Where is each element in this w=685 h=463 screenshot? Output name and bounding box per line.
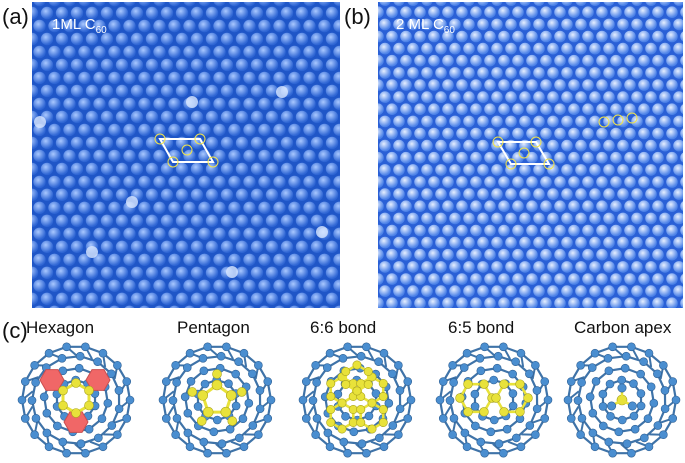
- molecule-label-carbon-apex: Carbon apex: [574, 318, 672, 337]
- panel-label-c: (c): [2, 318, 28, 343]
- c60-model-pentagon: [158, 342, 276, 458]
- stm-image-1ml-title: 1ML C60: [52, 16, 107, 36]
- stm-image-2ml: 2 ML C60: [378, 2, 683, 308]
- molecule-label-65-bond: 6:5 bond: [448, 318, 515, 337]
- stm-lattice-2ml: [378, 2, 683, 308]
- molecule-label-hexagon: Hexagon: [26, 318, 95, 337]
- molecule-label-66-bond: 6:6 bond: [310, 318, 377, 337]
- c60-model-66-bond: [298, 342, 416, 458]
- c60-model-65-bond: [435, 342, 553, 458]
- c60-model-carbon-apex: [563, 342, 681, 458]
- stm-lattice-1ml: [32, 2, 340, 308]
- molecule-label-pentagon: Pentagon: [177, 318, 250, 337]
- stm-image-2ml-title: 2 ML C60: [396, 16, 455, 36]
- stm-image-1ml: 1ML C60: [32, 2, 340, 308]
- c60-model-hexagon: [17, 342, 135, 458]
- panel-label-b: (b): [344, 4, 371, 29]
- panel-label-a: (a): [2, 4, 29, 29]
